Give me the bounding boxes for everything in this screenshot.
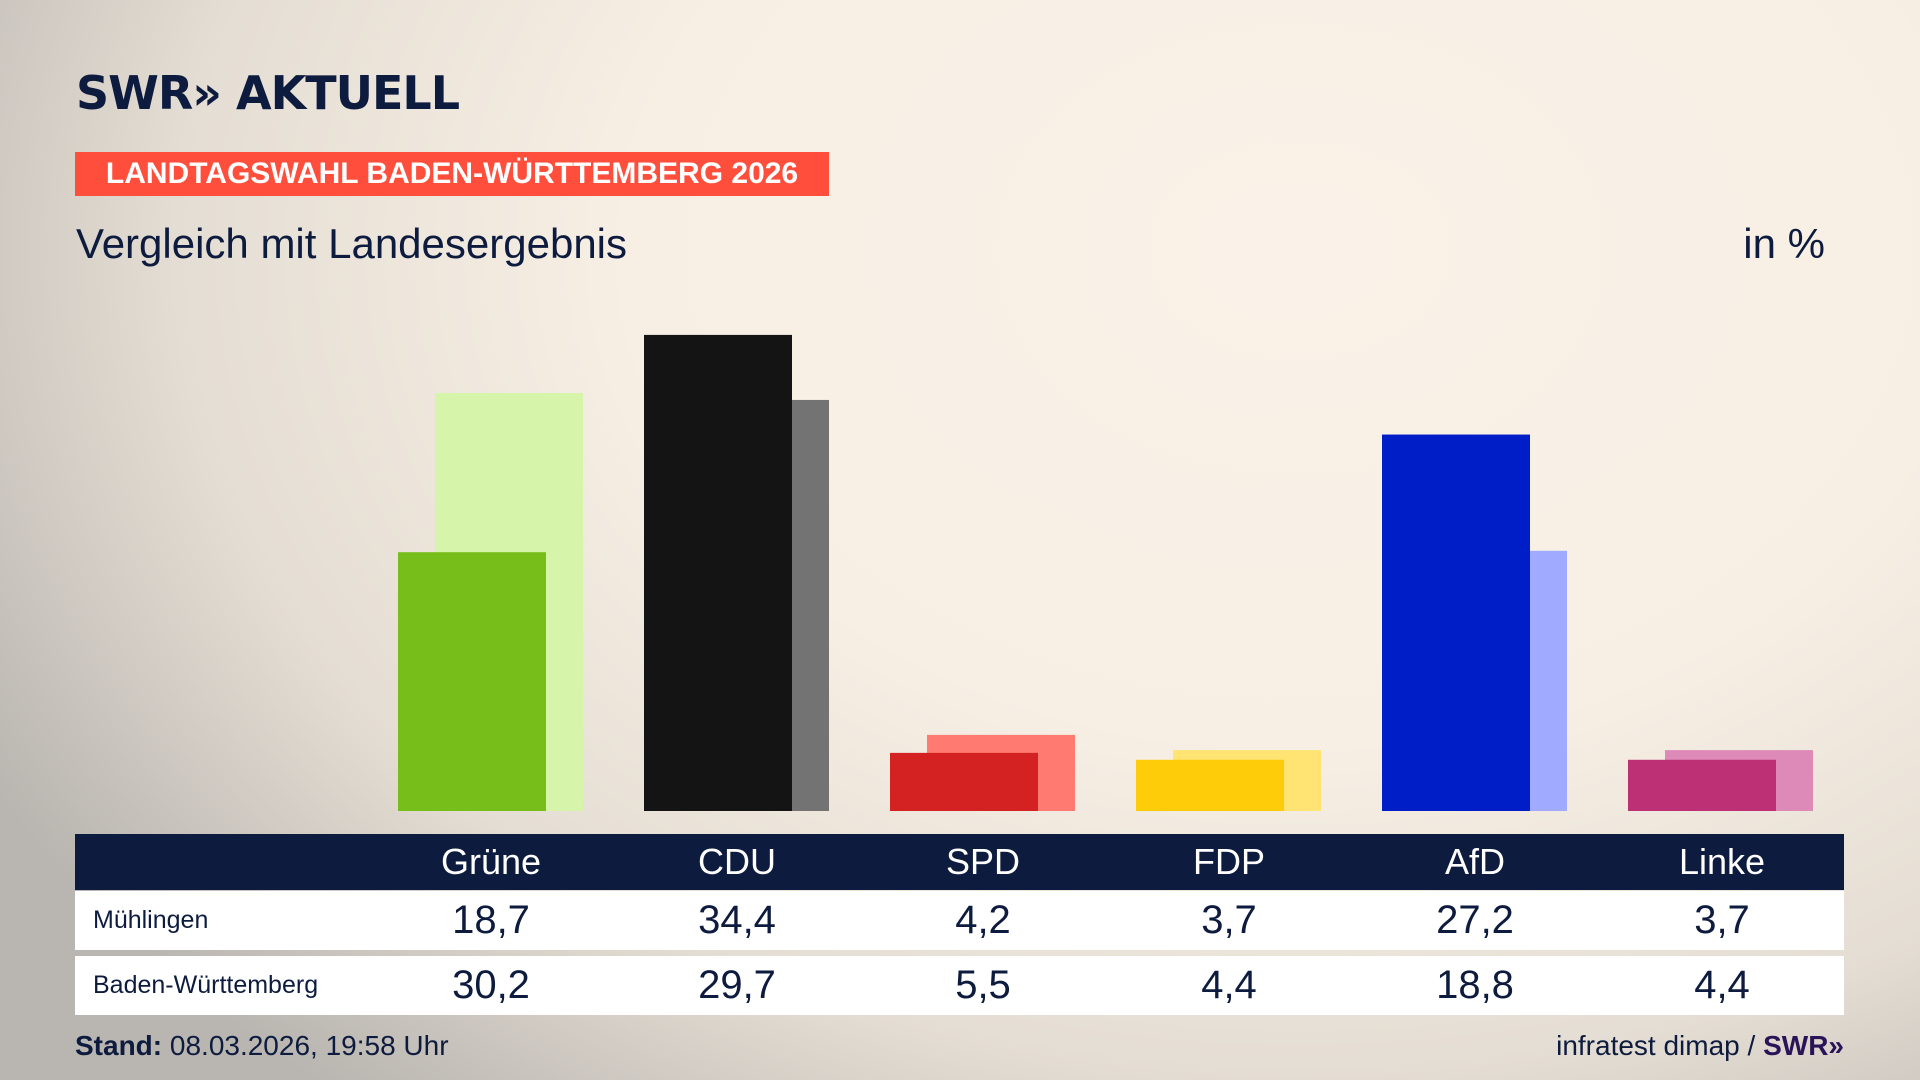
col-header: SPD <box>945 841 1021 882</box>
table-cell: 18,8 <box>1436 963 1514 1007</box>
stand-value: 08.03.2026, 19:58 Uhr <box>162 1030 449 1061</box>
election-banner: LANDTAGSWAHL BADEN-WÜRTTEMBERG 2026 <box>75 152 829 196</box>
table-cell: 29,7 <box>698 963 776 1007</box>
chart-subtitle: Vergleich mit Landesergebnis <box>76 220 628 267</box>
unit-label: in % <box>1743 220 1825 267</box>
table-header: Grüne CDU SPD FDP AfD Linke <box>75 834 1844 890</box>
col-header: AfD <box>1444 841 1506 882</box>
table-row: Mühlingen 18,7 34,4 4,2 3,7 27,2 3,7 <box>75 891 1844 950</box>
table-cell: 3,7 <box>1201 898 1257 942</box>
table-row: Baden-Württemberg 30,2 29,7 5,5 4,4 18,8… <box>75 956 1844 1015</box>
bar-linke-local <box>1628 759 1776 811</box>
bar-fdp-local <box>1136 759 1284 811</box>
timestamp: Stand: 08.03.2026, 19:58 Uhr <box>75 1030 449 1062</box>
table-cell: 4,4 <box>1201 963 1257 1007</box>
bar-afd-local <box>1382 434 1530 811</box>
swr-aktuell-logo: SWR» AKTUELL <box>76 66 460 120</box>
swr-logo: SWR» <box>1763 1030 1844 1061</box>
col-header: FDP <box>1193 841 1265 882</box>
table-cell: 4,4 <box>1694 963 1750 1007</box>
row-label: Baden-Württemberg <box>93 971 319 999</box>
col-header: Linke <box>1678 841 1766 882</box>
bar-chart <box>398 334 1813 811</box>
col-header: CDU <box>698 841 776 882</box>
table-cell: 3,7 <box>1694 898 1750 942</box>
bar-grüne-local <box>398 552 546 811</box>
table-cell: 4,2 <box>955 898 1011 942</box>
table-cell: 30,2 <box>452 963 530 1007</box>
bar-cdu-local <box>644 334 792 811</box>
stand-label: Stand: <box>75 1030 163 1061</box>
table-cell: 34,4 <box>698 898 776 942</box>
bar-spd-local <box>890 752 1038 811</box>
source-text: infratest dimap / <box>1556 1030 1764 1061</box>
row-label: Mühlingen <box>93 906 209 934</box>
table-cell: 27,2 <box>1436 898 1514 942</box>
col-header: Grüne <box>440 841 542 882</box>
table-cell: 5,5 <box>955 963 1011 1007</box>
source: infratest dimap / SWR» <box>1556 1030 1844 1062</box>
table-cell: 18,7 <box>452 898 530 942</box>
